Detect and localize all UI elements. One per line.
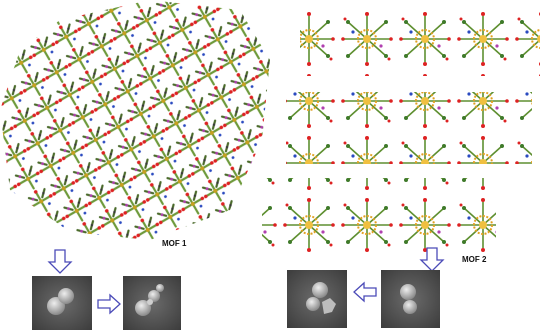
mof2-structure (262, 4, 540, 252)
sem-image (287, 270, 347, 328)
sem-image (381, 270, 440, 328)
sem-image (32, 276, 92, 330)
arrow-down (419, 247, 445, 272)
sem-image (123, 276, 181, 330)
arrow-left (353, 281, 377, 303)
arrow-right (97, 293, 121, 315)
mof1-structure (0, 0, 270, 240)
mof2-label: MOF 2 (462, 255, 487, 264)
mof1-label: MOF 1 (162, 239, 187, 248)
arrow-down (47, 249, 73, 274)
